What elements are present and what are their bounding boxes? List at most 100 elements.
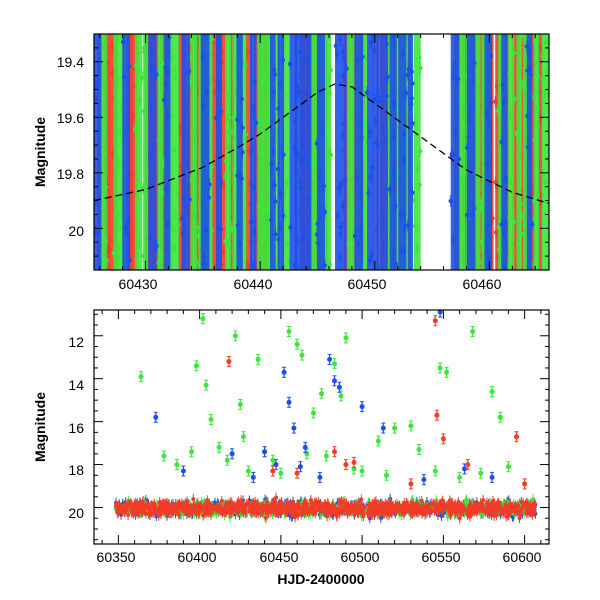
- bottom-red-outburst-point-3: [332, 446, 337, 458]
- bottom-red-outburst-point-11: [514, 431, 519, 443]
- top-green-observation-5: [156, 34, 165, 270]
- bottom-green-outburst-point-35: [432, 465, 438, 477]
- top-y-tick-label-3: 20: [68, 223, 84, 239]
- bottom-green-outburst-point-18: [286, 326, 292, 337]
- bottom-x-tick-label-3: 60500: [341, 549, 380, 565]
- bottom-red-outburst-point-4: [343, 459, 349, 471]
- bottom-blue-outburst-point-13: [332, 375, 337, 387]
- top-blue-observation-20: [380, 34, 390, 270]
- full-light-curve-panel: 60350 60400 60450 60500 60550 60600 12 1…: [32, 309, 550, 587]
- bottom-green-outburst-point-43: [505, 461, 511, 473]
- bottom-green-outburst-point-0: [138, 371, 144, 383]
- bottom-red-outburst-point-8: [434, 409, 440, 421]
- bottom-x-tick-label-0: 60350: [97, 549, 136, 565]
- bottom-blue-outburst-point-8: [291, 422, 297, 434]
- bottom-green-outburst-point-31: [384, 469, 389, 481]
- top-x-tick-label-0: 60430: [119, 276, 158, 292]
- top-blue-observation-4: [179, 34, 192, 270]
- bottom-green-outburst-point-41: [489, 386, 495, 398]
- top-y-tick-label-2: 19.8: [57, 166, 84, 182]
- top-blue-observation-3: [162, 34, 172, 270]
- top-blue-observation-23: [405, 34, 415, 270]
- bottom-green-outburst-point-38: [457, 471, 463, 483]
- bottom-y-tick-label-0: 12: [68, 334, 84, 350]
- bottom-green-outburst-point-33: [408, 420, 414, 432]
- top-blue-observation-8: [249, 34, 259, 270]
- bottom-blue-outburst-point-16: [380, 422, 386, 434]
- bottom-x-tick-label-5: 60600: [503, 549, 542, 565]
- top-model-layer: [94, 83, 549, 205]
- bottom-red-outburst-point-9: [440, 433, 446, 445]
- bottom-y-tick-label-1: 14: [68, 377, 84, 393]
- bottom-green-outburst-point-24: [323, 450, 329, 462]
- bottom-y-tick-label-3: 18: [68, 462, 84, 478]
- bottom-y-tick-label-2: 16: [68, 420, 84, 436]
- bottom-red-outburst-point-12: [522, 478, 528, 490]
- top-green-observation-27: [412, 34, 423, 270]
- bottom-green-outburst-point-23: [319, 388, 324, 400]
- bottom-blue-outburst-point-4: [262, 446, 268, 458]
- bottom-green-outburst-point-20: [299, 349, 305, 361]
- top-blue-observation-0: [94, 34, 102, 270]
- bottom-green-outburst-point-13: [245, 465, 251, 477]
- bottom-blue-outburst-point-6: [281, 366, 287, 378]
- bottom-green-outburst-point-8: [216, 441, 222, 453]
- bottom-x-tick-label-2: 60450: [260, 549, 299, 565]
- bottom-data-layer: [113, 310, 538, 524]
- bottom-red-outburst-point-2: [294, 467, 300, 479]
- bottom-green-outburst-point-10: [232, 330, 238, 342]
- top-ticks: [94, 34, 549, 270]
- top-blue-observation-14: [314, 34, 327, 270]
- top-green-observation-11: [223, 34, 234, 270]
- top-blue-observation-6: [214, 34, 224, 270]
- bottom-blue-outburst-point-18: [437, 310, 443, 318]
- top-blue-observation-22: [398, 34, 409, 270]
- top-blue-observation-16: [339, 34, 349, 270]
- bottom-green-outburst-point-12: [241, 431, 246, 443]
- bottom-blue-outburst-point-9: [297, 461, 303, 473]
- baseline-observations: [113, 492, 538, 524]
- bottom-red-outburst-point-0: [226, 356, 232, 367]
- top-x-tick-label-1: 60440: [234, 276, 273, 292]
- bottom-green-outburst-point-14: [255, 353, 261, 365]
- bottom-ticks: [94, 310, 549, 544]
- bottom-green-outburst-point-22: [310, 407, 316, 419]
- top-y-axis-label: Magnitude: [32, 117, 48, 187]
- top-blue-observation-9: [269, 34, 278, 270]
- top-blue-observation-28: [524, 34, 535, 270]
- top-blue-observation-21: [387, 34, 399, 270]
- zoomed-light-curve-panel: 60430 60440 60450 60460 19.4 19.6 19.8 2…: [32, 33, 550, 292]
- bottom-green-outburst-point-1: [161, 450, 167, 462]
- bottom-plot-frame: [93, 309, 550, 545]
- top-blue-observation-2: [147, 34, 159, 270]
- top-blue-observation-27: [499, 34, 509, 270]
- bottom-blue-outburst-point-7: [286, 396, 292, 408]
- model-curve: [94, 83, 549, 205]
- bottom-green-outburst-point-9: [224, 454, 230, 466]
- bottom-green-outburst-point-32: [392, 422, 398, 434]
- bottom-green-outburst-point-11: [237, 399, 243, 410]
- bottom-green-outburst-point-2: [174, 459, 180, 471]
- bottom-green-outburst-point-3: [189, 446, 194, 458]
- bottom-red-outburst-point-6: [408, 478, 414, 490]
- bottom-y-axis-label: Magnitude: [32, 392, 48, 462]
- top-blue-observation-10: [275, 34, 286, 270]
- top-plot-frame: [93, 33, 550, 271]
- bottom-blue-outburst-point-2: [229, 448, 235, 460]
- top-blue-observation-25: [465, 34, 477, 270]
- top-y-tick-label-0: 19.4: [57, 54, 84, 70]
- top-green-observation-37: [540, 34, 549, 270]
- top-green-observation-20: [322, 34, 334, 270]
- bottom-green-outburst-point-29: [359, 465, 365, 477]
- bottom-blue-outburst-point-17: [421, 474, 427, 486]
- bottom-red-outburst-point-1: [270, 465, 276, 477]
- top-blue-observation-17: [352, 34, 365, 270]
- bottom-blue-outburst-point-15: [359, 401, 365, 413]
- bottom-green-outburst-point-34: [416, 444, 422, 455]
- bottom-blue-outburst-point-1: [180, 465, 186, 477]
- top-green-observation-33: [506, 34, 517, 270]
- bottom-blue-outburst-point-12: [327, 353, 333, 365]
- bottom-y-tick-label-4: 20: [68, 505, 84, 521]
- top-blue-observation-15: [333, 34, 343, 270]
